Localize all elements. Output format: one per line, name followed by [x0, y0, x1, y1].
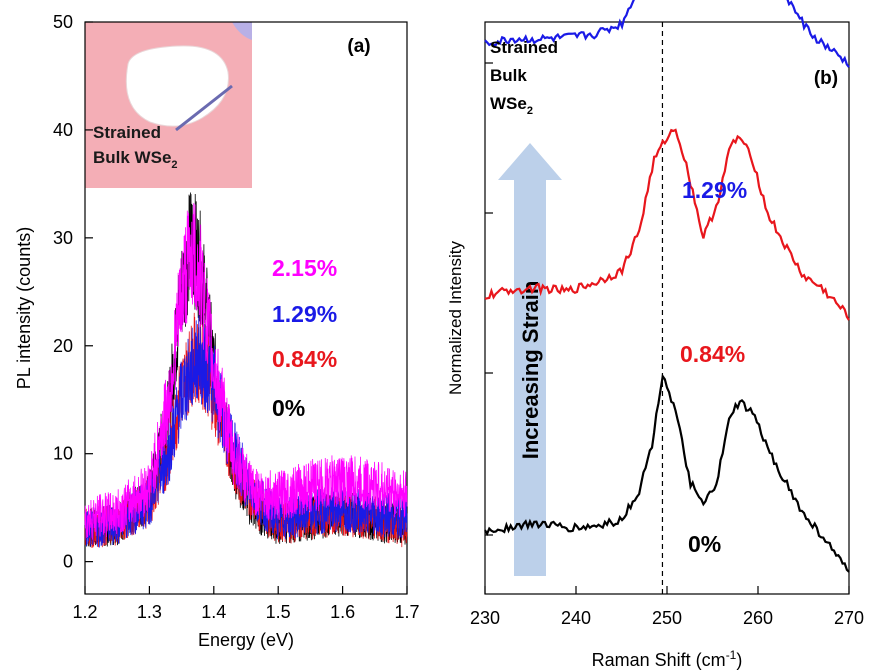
x-tick-label: 270 — [834, 608, 864, 628]
x-tick-label: 1.5 — [266, 602, 291, 622]
inset-strain-edge — [175, 84, 233, 132]
panel-b-title-line3: WSe2 — [490, 94, 533, 117]
panel-a-frame — [84, 21, 408, 595]
y-tick-label: 10 — [53, 444, 73, 464]
x-tick-label: 1.4 — [201, 602, 226, 622]
x-tick-label: 250 — [652, 608, 682, 628]
inset-flake-shape — [125, 45, 229, 127]
inset-caption-line1: Strained — [93, 123, 161, 142]
legend-label-0: 0% — [272, 395, 305, 421]
x-tick-label: 1.2 — [72, 602, 97, 622]
x-tick-label: 1.3 — [137, 602, 162, 622]
y-tick-label: 40 — [53, 120, 73, 140]
increasing-strain-label: Increasing Strain — [518, 281, 543, 460]
series-line-2.15pct — [84, 203, 408, 540]
x-tick-label: 240 — [561, 608, 591, 628]
raman-series-line-1.29pct — [484, 0, 850, 68]
series-label-0: 0% — [688, 531, 721, 557]
series-label-0.84: 0.84% — [680, 341, 745, 367]
inset-corner-tint — [232, 22, 252, 40]
inset-caption-line2: Bulk WSe2 — [93, 148, 178, 171]
y-tick-label: 50 — [53, 12, 73, 32]
panel-a-x-axis-label: Energy (eV) — [198, 630, 294, 650]
increasing-strain-arrow — [498, 143, 562, 576]
x-tick-label: 230 — [470, 608, 500, 628]
panel-b-label: (b) — [814, 68, 838, 89]
panel-a-label: (a) — [347, 36, 370, 57]
panel-a-ticks: 1.2 1.3 1.4 1.5 1.6 1.7 0 10 20 30 40 50 — [53, 12, 420, 622]
y-tick-label: 30 — [53, 228, 73, 248]
x-tick-label: 1.6 — [330, 602, 355, 622]
panel-b-y-axis-label: Normalized Intensity — [446, 241, 465, 396]
legend-label-0.84: 0.84% — [272, 346, 337, 372]
panel-b-series-group — [484, 0, 850, 573]
y-tick-label: 20 — [53, 336, 73, 356]
x-tick-label: 1.7 — [394, 602, 419, 622]
legend-label-2.15: 2.15% — [272, 255, 337, 281]
x-tick-label: 260 — [743, 608, 773, 628]
series-label-1.29: 1.29% — [682, 177, 747, 203]
panel-a-series-group — [84, 192, 408, 548]
panel-b-title-line2: Bulk — [490, 66, 527, 85]
y-tick-label: 0 — [63, 552, 73, 572]
series-line-1.29pct — [84, 315, 408, 548]
panel-a-y-axis-label: PL intensity (counts) — [14, 227, 34, 389]
panel-b-ticks: 230 240 250 260 270 — [470, 62, 864, 628]
panel-b-x-axis-label: Raman Shift (cm-1) — [592, 648, 743, 670]
panel-b: Increasing Strain 230 240 250 260 270 Strain… — [446, 0, 864, 670]
raman-series-line-0pct — [484, 373, 850, 573]
raman-series-line-0.84pct — [484, 128, 850, 321]
panel-b-title-line1: Strained — [490, 38, 558, 57]
legend-label-1.29: 1.29% — [272, 301, 337, 327]
panel-a: Strained Bulk WSe2 1.2 1.3 1.4 1.5 1.6 1.7 0 10… — [14, 12, 420, 650]
